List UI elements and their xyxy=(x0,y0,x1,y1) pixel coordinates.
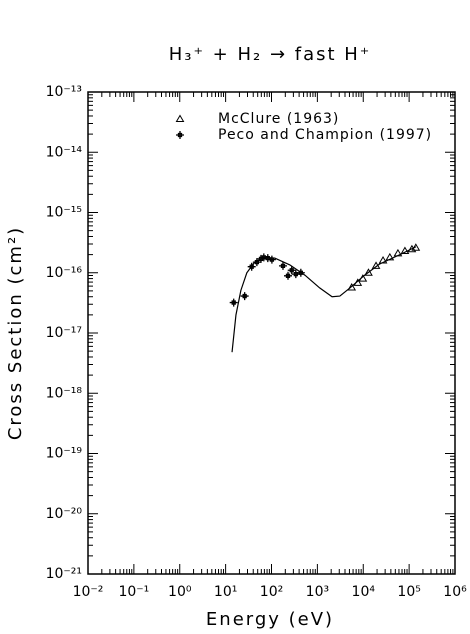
x-tick-label: 10³ xyxy=(306,584,329,600)
x-tick-label: 10⁰ xyxy=(168,584,192,600)
x-tick-label: 10¹ xyxy=(214,584,237,600)
y-tick-label: 10⁻²¹ xyxy=(46,566,82,582)
triangle-marker xyxy=(364,268,373,276)
y-tick-label: 10⁻¹⁵ xyxy=(46,205,82,221)
legend-label: McClure (1963) xyxy=(218,111,339,127)
y-tick-label: 10⁻¹³ xyxy=(46,84,82,100)
x-tick-label: 10⁴ xyxy=(352,584,376,600)
plus-marker xyxy=(229,298,238,307)
y-tick-label: 10⁻¹⁶ xyxy=(46,265,83,281)
plus-marker xyxy=(240,292,249,301)
plus-marker xyxy=(284,271,293,280)
x-tick-label: 10⁻² xyxy=(73,584,104,600)
plus-marker xyxy=(287,266,296,275)
triangle-marker xyxy=(175,114,185,122)
y-tick-label: 10⁻¹⁴ xyxy=(46,144,83,160)
triangle-marker xyxy=(347,282,357,291)
legend-label: Peco and Champion (1997) xyxy=(218,127,432,143)
fit-curve xyxy=(231,246,417,353)
x-tick-label: 10⁻¹ xyxy=(118,584,149,600)
x-tick-label: 10² xyxy=(260,584,283,600)
chart-title: H₃⁺ + H₂ → fast H⁺ xyxy=(169,44,372,65)
y-axis-label: Cross Section (cm²) xyxy=(5,226,26,440)
x-tick-label: 10⁵ xyxy=(397,584,420,600)
plus-marker xyxy=(278,261,287,270)
x-tick-label: 10⁶ xyxy=(443,584,467,600)
plus-marker xyxy=(176,131,184,139)
y-tick-label: 10⁻¹⁷ xyxy=(46,325,82,341)
y-tick-label: 10⁻²⁰ xyxy=(46,506,83,522)
y-tick-label: 10⁻¹⁹ xyxy=(46,446,83,462)
plus-marker xyxy=(291,270,300,279)
plot-frame xyxy=(87,91,456,575)
y-tick-label: 10⁻¹⁸ xyxy=(46,385,83,401)
triangle-marker xyxy=(400,246,410,254)
x-axis-label: Energy (eV) xyxy=(206,609,334,630)
